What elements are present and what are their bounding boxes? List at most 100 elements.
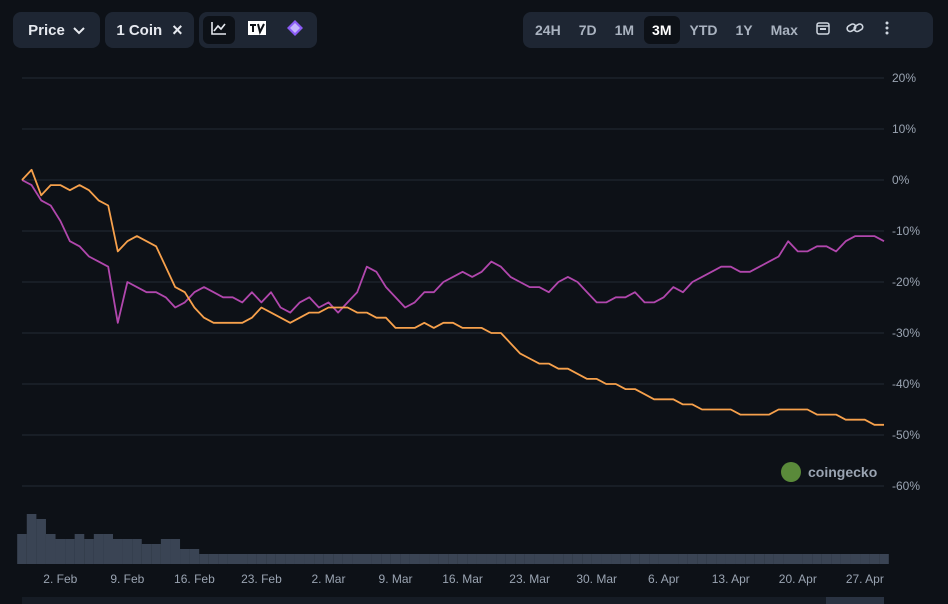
coin-label: 1 Coin [116,21,163,39]
volume-bar [620,554,631,564]
volume-bar [745,554,755,564]
volume-bar [362,554,372,564]
volume-bar [180,549,190,564]
calendar-icon [816,21,830,39]
volume-bar [160,539,171,564]
volume-bar [764,554,774,564]
volume-bar [275,554,286,564]
price-chart: 20% 10% 0% -10% -20% -30% -40% -50% -60% coingeck… [17,71,920,604]
volume-bar [716,554,726,564]
range-button-7d[interactable]: 7D [578,22,597,38]
volume-bar [122,539,133,564]
volume-bar [630,554,640,564]
price-dropdown-button[interactable]: Price [13,12,100,48]
volume-bar [390,554,401,564]
volume-bar [543,554,554,564]
x-tick-label: 13. Apr [712,572,750,586]
range-navigator [22,597,884,604]
range-navigator-handle [826,597,884,604]
volume-bar [74,534,85,564]
close-icon[interactable]: × [172,19,183,40]
series-line-0 [21,179,885,324]
range-button-1y[interactable]: 1Y [735,22,753,38]
link-button[interactable] [840,16,870,44]
range-button-max[interactable]: Max [770,22,798,38]
volume-bar [419,554,430,564]
volume-bar [409,554,420,564]
x-tick-label: 2. Feb [43,572,77,586]
volume-bar [476,554,487,564]
line-chart-icon [211,21,227,39]
volume-bar [725,554,736,564]
volume-bar [342,554,353,564]
chevron-down-icon [73,22,85,39]
volume-bar [448,554,458,564]
volume-bar [371,554,382,564]
toolbar: Price 1 Coin × 24H 7D 1M 3M YTD 1Y Max [0,12,948,50]
volume-bar [294,554,305,564]
volume-bar [55,539,66,564]
volume-bar [467,554,477,564]
volume-bar [218,554,228,564]
gem-icon [287,20,303,40]
volume-bar [381,554,391,564]
volume-bar [256,554,267,564]
volume-bar [237,554,248,564]
y-tick-label: 0% [892,173,910,187]
volume-bar [515,554,525,564]
calendar-button[interactable] [808,16,838,44]
volume-bar [735,554,746,564]
volume-bar [697,554,707,564]
x-tick-label: 9. Mar [379,572,413,586]
y-tick-label: -40% [892,377,920,391]
volume-bar [591,554,602,564]
volume-bar [333,554,343,564]
y-tick-label: -10% [892,224,920,238]
volume-bar [132,539,142,564]
volume-bar [141,544,152,564]
gem-chart-button[interactable] [279,16,311,44]
chart-type-group [199,12,317,48]
more-button[interactable] [872,16,902,44]
range-button-24h[interactable]: 24H [535,22,561,38]
y-tick-label: -50% [892,428,920,442]
range-button-1m[interactable]: 1M [614,22,635,38]
x-tick-label: 30. Mar [576,572,617,586]
range-button-3m[interactable]: 3M [644,16,680,44]
x-tick-label: 6. Apr [648,572,679,586]
volume-bar [812,554,822,564]
x-tick-label: 16. Feb [174,572,215,586]
volume-bar [582,554,592,564]
volume-bar [553,554,564,564]
volume-bar [611,554,621,564]
volume-bar [189,549,200,564]
volume-bar [678,554,688,564]
x-tick-label: 23. Feb [241,572,282,586]
volume-bar [486,554,497,564]
x-tick-label: 16. Mar [442,572,483,586]
volume-bar [668,554,679,564]
x-tick-label: 2. Mar [311,572,345,586]
volume-bar [706,554,717,564]
volume-bar [639,554,650,564]
range-button-ytd[interactable]: YTD [689,22,718,38]
volume-bar [26,514,37,564]
volume-bar [304,554,315,564]
coin-filter-chip[interactable]: 1 Coin × [105,12,194,48]
volume-bar [247,554,257,564]
volume-bar [103,534,113,564]
volume-bar [65,539,75,564]
volume-bar [93,534,104,564]
gecko-logo-icon [781,462,801,482]
tradingview-chart-button[interactable] [241,16,273,44]
line-chart-button[interactable] [203,16,235,44]
volume-bar [314,554,324,564]
volume-bar [496,554,506,564]
volume-bar [323,554,334,564]
x-tick-label: 9. Feb [110,572,144,586]
volume-bar [429,554,439,564]
volume-bar [36,519,46,564]
x-tick-label: 23. Mar [509,572,550,586]
tradingview-icon [248,21,266,39]
volume-bar [601,554,612,564]
